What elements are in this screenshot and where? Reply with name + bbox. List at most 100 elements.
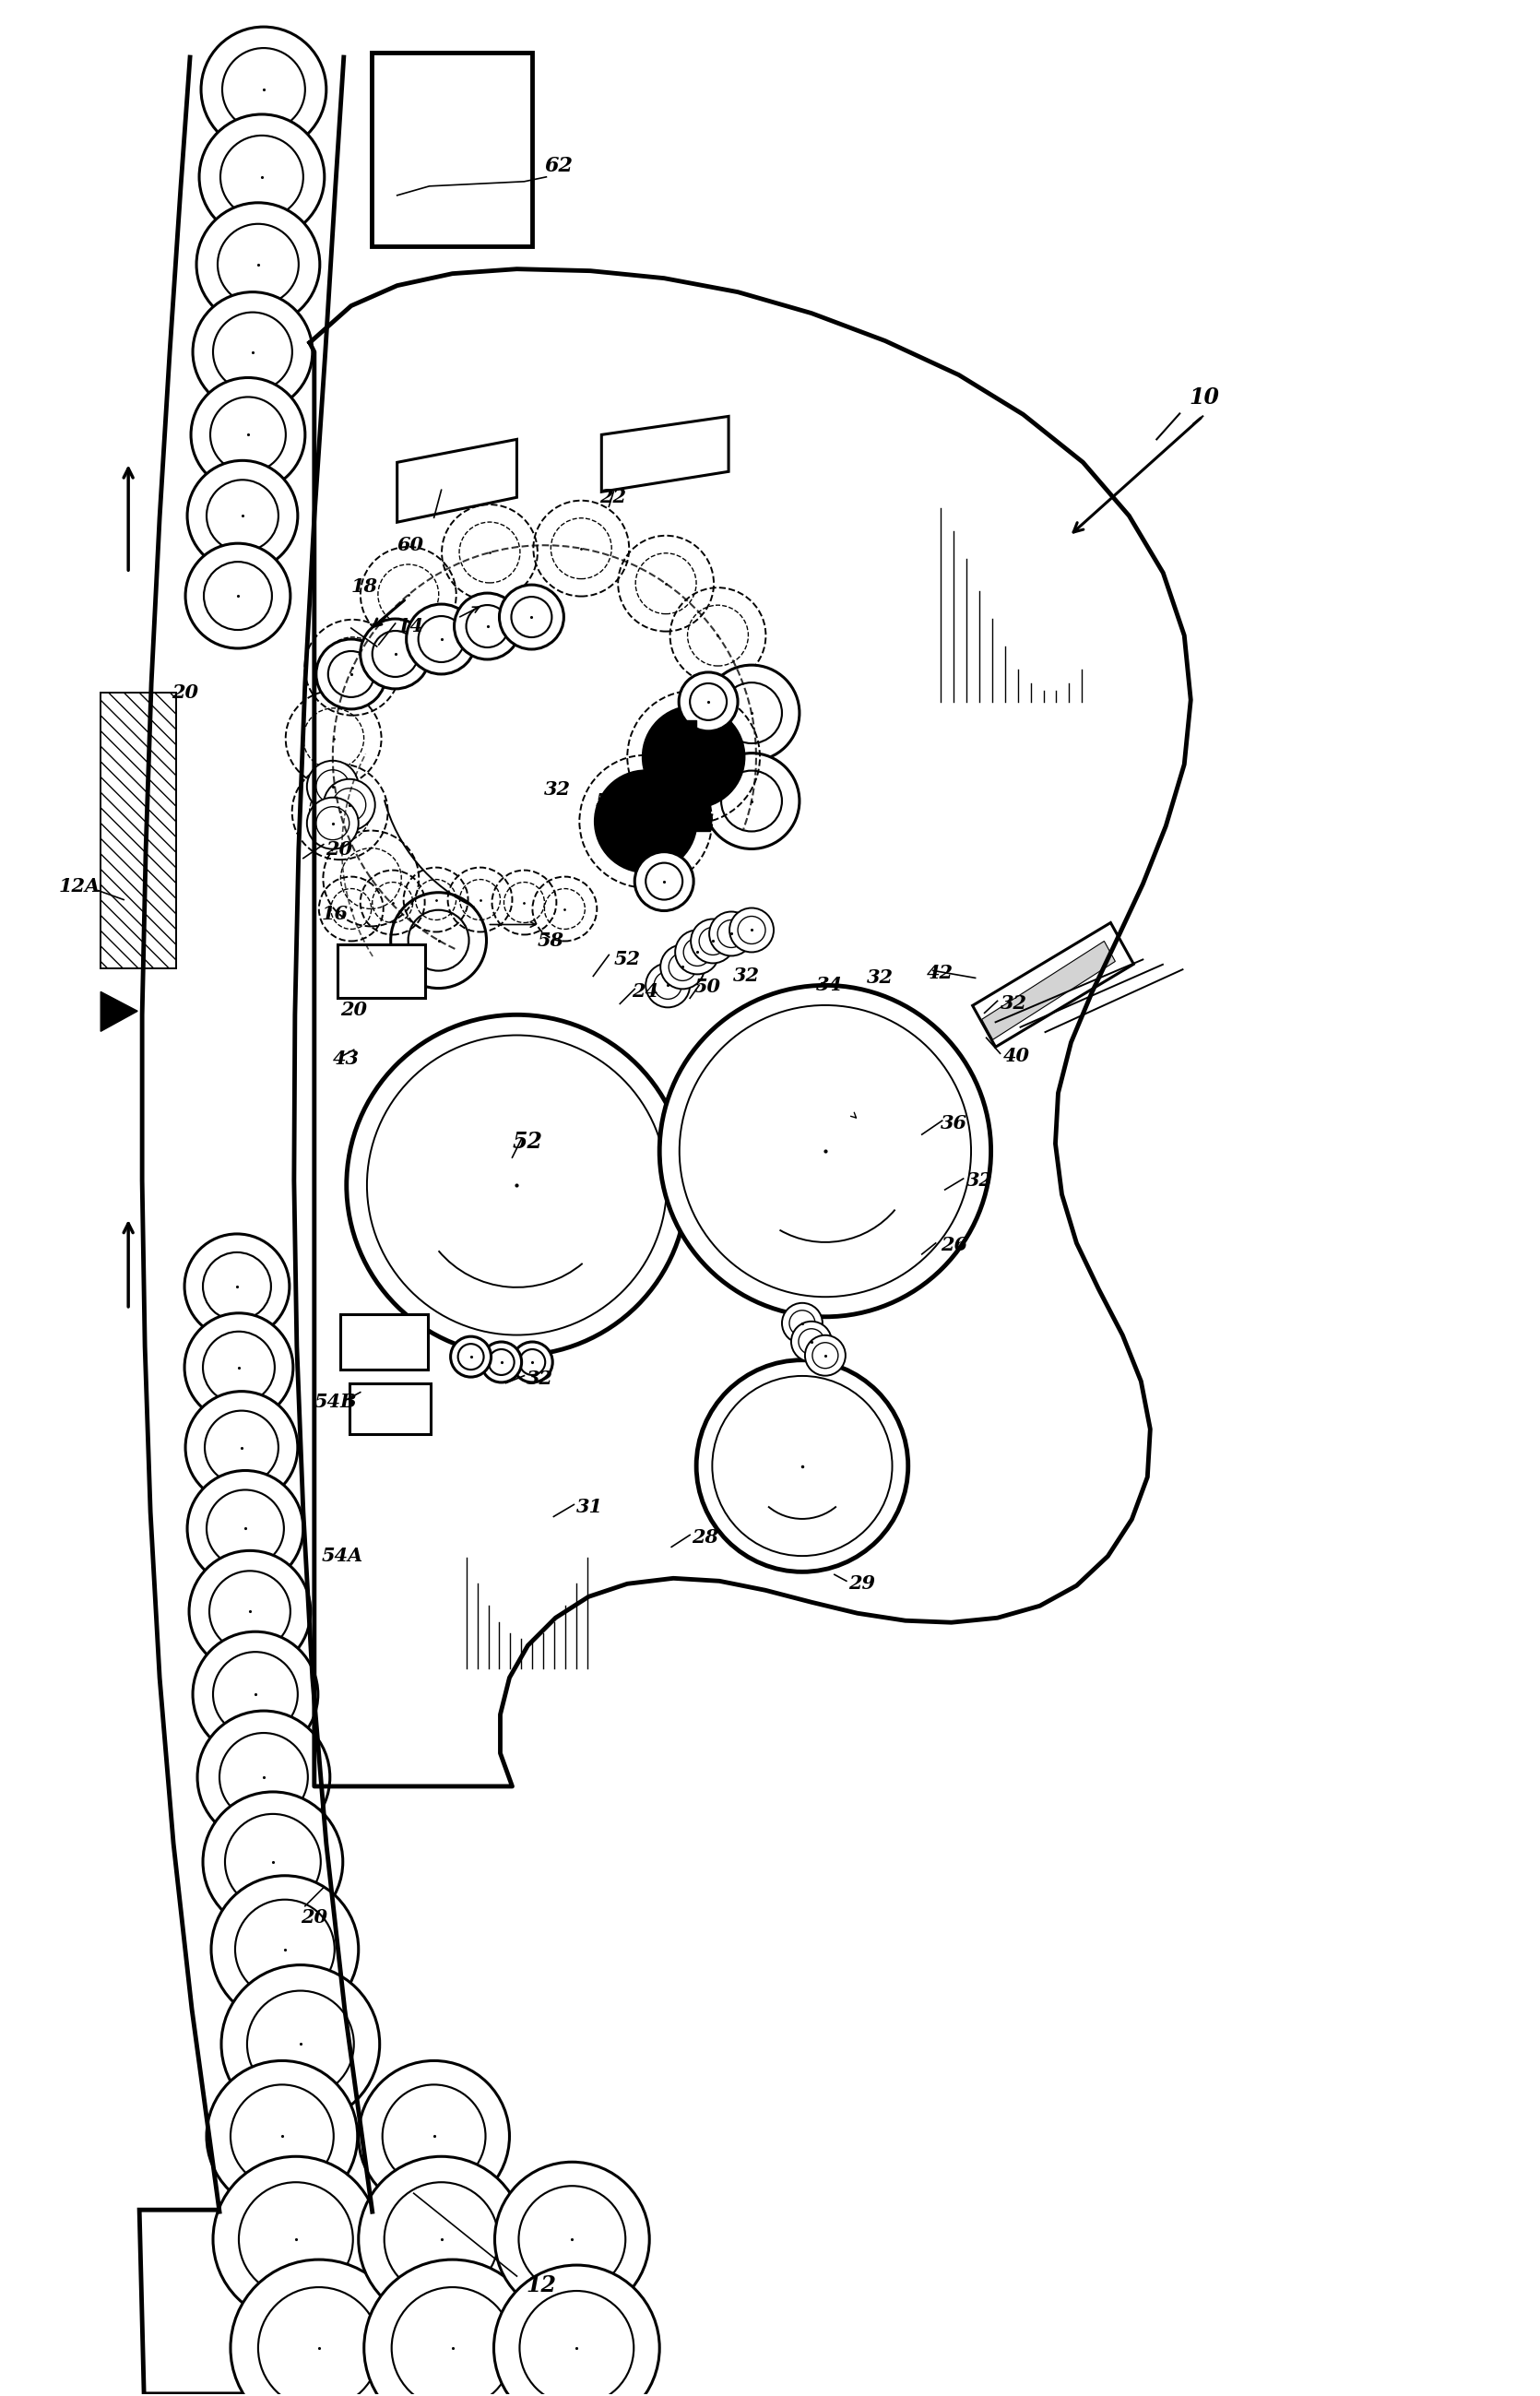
Circle shape	[185, 1313, 293, 1421]
Circle shape	[192, 292, 313, 412]
Circle shape	[513, 1342, 553, 1382]
Circle shape	[211, 1876, 359, 2022]
Text: 56: 56	[594, 793, 622, 810]
Circle shape	[189, 1550, 311, 1672]
Text: 52: 52	[513, 1131, 542, 1152]
Circle shape	[191, 379, 305, 491]
Circle shape	[306, 760, 359, 812]
Circle shape	[185, 1234, 290, 1339]
Circle shape	[451, 1337, 491, 1378]
Bar	[337, 944, 425, 999]
Text: 34: 34	[816, 975, 842, 994]
Text: 52: 52	[613, 951, 641, 968]
Circle shape	[679, 673, 738, 731]
Text: 22: 22	[599, 489, 627, 506]
Circle shape	[661, 944, 705, 990]
Text: 12: 12	[527, 2274, 556, 2295]
Text: 32: 32	[733, 968, 759, 985]
Circle shape	[306, 798, 359, 848]
Polygon shape	[397, 438, 517, 522]
Polygon shape	[602, 417, 728, 491]
Circle shape	[192, 1632, 317, 1756]
Text: 14: 14	[397, 618, 424, 635]
Bar	[371, 53, 533, 247]
Text: 50: 50	[693, 978, 721, 997]
Polygon shape	[981, 942, 1115, 1040]
Circle shape	[499, 585, 564, 649]
Text: 29: 29	[849, 1574, 875, 1593]
Text: 36: 36	[941, 1114, 967, 1133]
Circle shape	[805, 1335, 845, 1375]
Text: 20: 20	[340, 1002, 367, 1018]
Circle shape	[691, 920, 735, 963]
Text: 12A: 12A	[59, 877, 100, 896]
Circle shape	[494, 2264, 659, 2396]
Circle shape	[206, 2061, 357, 2212]
Text: 24: 24	[631, 982, 659, 1002]
Circle shape	[360, 618, 430, 688]
Text: 16: 16	[322, 903, 348, 922]
Circle shape	[188, 460, 297, 570]
Text: 42: 42	[927, 963, 953, 982]
Circle shape	[645, 963, 690, 1006]
Text: 32: 32	[867, 968, 893, 987]
Circle shape	[199, 115, 325, 240]
Circle shape	[792, 1320, 832, 1361]
Circle shape	[231, 2259, 407, 2396]
Circle shape	[359, 2061, 510, 2212]
Circle shape	[696, 1361, 909, 1572]
Circle shape	[454, 594, 521, 659]
Circle shape	[704, 666, 799, 762]
Circle shape	[346, 1016, 687, 1356]
Circle shape	[594, 772, 696, 872]
Circle shape	[185, 1392, 297, 1505]
Text: 32: 32	[545, 781, 571, 798]
Text: 54A: 54A	[322, 1548, 363, 1565]
Circle shape	[213, 2156, 379, 2322]
Text: 32: 32	[527, 1368, 553, 1387]
Text: 20: 20	[300, 1907, 326, 1926]
Circle shape	[363, 2259, 541, 2396]
Circle shape	[316, 640, 387, 709]
Text: 32: 32	[999, 994, 1027, 1014]
Text: 40: 40	[1003, 1047, 1030, 1066]
Text: 18: 18	[351, 577, 377, 597]
Text: 43: 43	[333, 1049, 359, 1069]
Circle shape	[202, 26, 326, 151]
Circle shape	[407, 604, 476, 673]
Circle shape	[704, 752, 799, 848]
Text: 60: 60	[397, 537, 424, 553]
Text: 58: 58	[537, 932, 564, 951]
Circle shape	[480, 1342, 522, 1382]
Circle shape	[675, 930, 719, 975]
Text: 20: 20	[171, 683, 199, 702]
FancyBboxPatch shape	[668, 721, 696, 776]
Circle shape	[197, 204, 320, 326]
Text: 31: 31	[576, 1498, 604, 1517]
Circle shape	[730, 908, 773, 951]
Text: 10: 10	[1189, 386, 1220, 410]
Bar	[350, 1382, 430, 1433]
Circle shape	[323, 779, 376, 831]
Polygon shape	[973, 922, 1133, 1047]
Circle shape	[644, 707, 744, 807]
FancyBboxPatch shape	[682, 776, 710, 831]
Circle shape	[188, 1471, 303, 1586]
Text: 62: 62	[545, 156, 573, 175]
Circle shape	[359, 2156, 524, 2322]
Text: 56: 56	[687, 812, 715, 831]
Circle shape	[710, 910, 753, 956]
Polygon shape	[100, 992, 137, 1030]
Circle shape	[659, 985, 990, 1318]
Circle shape	[185, 544, 291, 649]
Circle shape	[203, 1792, 343, 1931]
Text: 28: 28	[691, 1529, 719, 1548]
Bar	[340, 1313, 428, 1368]
Circle shape	[391, 891, 487, 987]
Bar	[100, 692, 176, 968]
Text: 26: 26	[941, 1236, 967, 1253]
Circle shape	[634, 853, 693, 910]
Text: 20: 20	[325, 841, 353, 858]
Text: 54B: 54B	[314, 1392, 357, 1411]
Circle shape	[222, 1965, 380, 2123]
